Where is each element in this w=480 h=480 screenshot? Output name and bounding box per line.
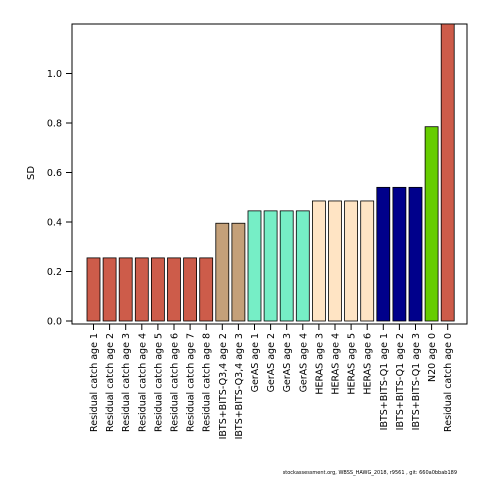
y-tick-label-3: 0.6 [47, 168, 62, 179]
bars-group [86, 23, 455, 322]
x-category-label-17: HERAS age 5 [347, 333, 358, 395]
x-category-label-16: HERAS age 4 [331, 333, 342, 395]
x-category-label-9: IBTS+BITS-Q3,4 age 2 [218, 333, 229, 439]
y-tick-label-5: 1.0 [47, 69, 62, 80]
bar-5 [150, 257, 165, 322]
bar-20 [392, 186, 407, 322]
bar-10 [231, 222, 246, 322]
x-category-label-7: Residual catch age 7 [186, 333, 197, 432]
bar-21 [408, 186, 423, 322]
x-category-label-13: GerAS age 3 [282, 333, 293, 392]
bar-16 [328, 200, 342, 322]
x-category-label-21: IBTS+BITS-Q1 age 3 [411, 333, 422, 430]
footer-credit: stockassessment.org, WBSS_HAWG_2018, r95… [282, 470, 457, 476]
bar-2 [102, 257, 117, 322]
x-category-label-23: Residual catch age 0 [443, 333, 454, 432]
bar-11 [247, 210, 262, 322]
bar-14 [295, 210, 310, 322]
x-category-label-20: IBTS+BITS-Q1 age 2 [395, 333, 406, 430]
y-tick-label-4: 0.8 [47, 119, 62, 130]
bar-15 [311, 200, 326, 322]
x-category-label-18: HERAS age 6 [363, 333, 374, 395]
plot-frame [71, 23, 468, 325]
bar-18 [360, 200, 375, 322]
bar-7 [183, 257, 198, 322]
bar-6 [167, 257, 181, 322]
x-category-label-22: N20 age 0 [427, 333, 438, 382]
x-category-label-4: Residual catch age 4 [137, 333, 148, 432]
x-category-label-3: Residual catch age 3 [121, 333, 132, 432]
x-category-label-10: IBTS+BITS-Q3,4 age 3 [234, 333, 245, 439]
x-category-label-1: Residual catch age 1 [89, 333, 100, 432]
x-category-label-2: Residual catch age 2 [105, 333, 116, 432]
x-category-label-8: Residual catch age 8 [202, 333, 213, 432]
bar-22 [424, 126, 439, 322]
bar-8 [199, 257, 214, 322]
x-category-label-11: GerAS age 1 [250, 333, 261, 392]
x-category-label-19: IBTS+BITS-Q1 age 1 [379, 333, 390, 430]
y-tick-label-0: 0.0 [47, 317, 62, 328]
bar-12 [263, 210, 278, 322]
x-axis-labels: Residual catch age 1 Residual catch age 2… [89, 324, 454, 439]
y-tick-label-1: 0.2 [47, 267, 62, 278]
x-category-label-15: HERAS age 3 [314, 333, 325, 395]
bar-23 [440, 23, 455, 322]
bar-19 [376, 186, 391, 322]
y-tick-label-2: 0.4 [47, 218, 62, 229]
x-category-label-14: GerAS age 4 [298, 333, 309, 392]
x-category-label-5: Residual catch age 5 [153, 333, 164, 432]
x-category-label-12: GerAS age 2 [266, 333, 277, 392]
bar-17 [344, 200, 359, 322]
y-axis: 0.0 0.2 0.4 0.6 0.8 1.0 [47, 69, 72, 328]
bar-9 [215, 222, 230, 322]
bar-4 [134, 257, 149, 322]
y-axis-title: SD [26, 166, 37, 180]
bar-1 [86, 257, 101, 322]
bar-3 [118, 257, 133, 322]
x-category-label-6: Residual catch age 6 [170, 333, 181, 432]
bar-13 [279, 210, 294, 322]
